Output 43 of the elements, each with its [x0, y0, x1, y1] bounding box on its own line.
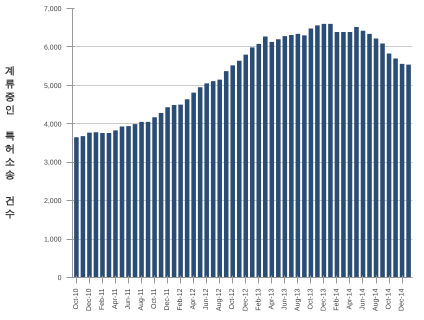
bar — [87, 132, 92, 278]
bar — [400, 64, 404, 278]
bar — [178, 104, 183, 278]
bar — [236, 60, 242, 278]
bar — [341, 32, 346, 278]
bar — [158, 113, 164, 278]
bar — [184, 99, 190, 278]
bar — [302, 35, 307, 278]
bar — [74, 137, 79, 278]
bar — [191, 92, 196, 278]
bar — [139, 122, 144, 278]
bar — [250, 47, 255, 278]
bar — [210, 81, 216, 278]
bar — [243, 54, 248, 278]
bar — [146, 122, 150, 278]
bar — [334, 32, 340, 278]
bar — [217, 80, 222, 278]
bar — [80, 136, 86, 278]
bar — [224, 71, 228, 278]
bar — [165, 107, 170, 278]
bar — [276, 39, 281, 278]
bar — [100, 133, 105, 278]
bar — [172, 104, 176, 278]
bar — [386, 53, 392, 278]
bar — [270, 42, 274, 278]
bar — [296, 34, 300, 278]
bar — [94, 132, 98, 278]
bar — [315, 25, 320, 278]
bar — [256, 44, 262, 278]
bar — [198, 87, 202, 278]
bar — [230, 65, 236, 278]
bar — [152, 117, 157, 278]
bar — [328, 24, 333, 278]
bar — [289, 35, 294, 278]
bar — [282, 36, 288, 278]
text: 계류중인 특허소송 건수 — [5, 66, 15, 220]
bar — [406, 64, 411, 278]
bar — [322, 24, 326, 278]
bar — [204, 83, 209, 278]
bar — [308, 28, 314, 278]
bar — [380, 43, 385, 278]
bar — [263, 36, 268, 278]
bar — [393, 58, 398, 278]
